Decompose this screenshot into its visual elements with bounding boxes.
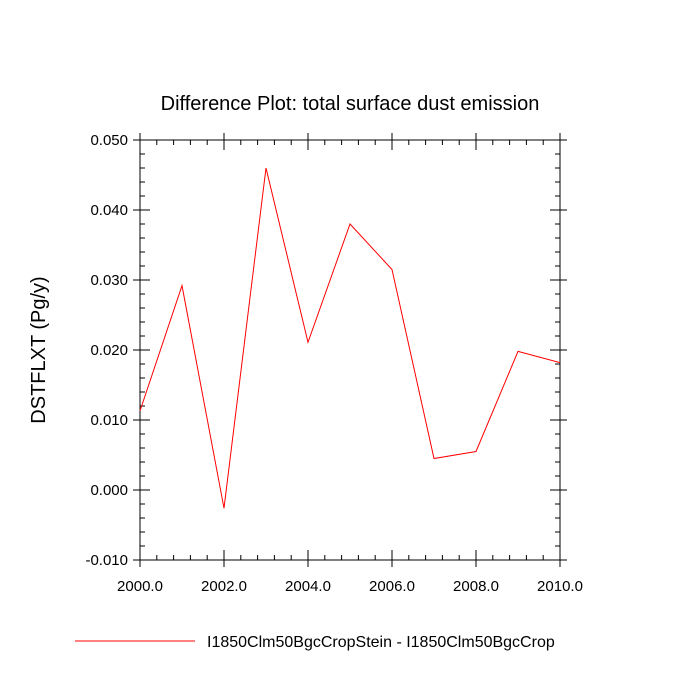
legend: I1850Clm50BgcCropStein - I1850Clm50BgcCr… <box>75 634 555 651</box>
x-tick-label: 2008.0 <box>453 578 499 595</box>
x-tick-label: 2006.0 <box>369 578 415 595</box>
y-tick-label: 0.010 <box>90 412 128 429</box>
legend-label: I1850Clm50BgcCropStein - I1850Clm50BgcCr… <box>207 634 555 651</box>
series-line <box>139 167 561 509</box>
y-tick-label: 0.000 <box>90 482 128 499</box>
y-tick-label: 0.040 <box>90 202 128 219</box>
x-tick-label: 2010.0 <box>537 578 583 595</box>
series-layer <box>139 167 561 509</box>
x-tick-label: 2004.0 <box>285 578 331 595</box>
y-tick-label: 0.020 <box>90 342 128 359</box>
axis-tick-labels: 2000.0 2002.0 2004.0 2006.0 2008.0 2010.0 -0.0… <box>85 132 582 595</box>
chart-title: Difference Plot: total surface dust emis… <box>161 93 540 115</box>
y-axis-label: DSTFLXT (Pg/y) <box>28 276 50 423</box>
plot-frame <box>139 139 561 561</box>
y-tick-label: -0.010 <box>85 552 128 569</box>
y-tick-label: 0.050 <box>90 132 128 149</box>
y-tick-label: 0.030 <box>90 272 128 289</box>
axis-ticks <box>133 133 567 567</box>
x-tick-label: 2000.0 <box>117 578 163 595</box>
x-tick-label: 2002.0 <box>201 578 247 595</box>
